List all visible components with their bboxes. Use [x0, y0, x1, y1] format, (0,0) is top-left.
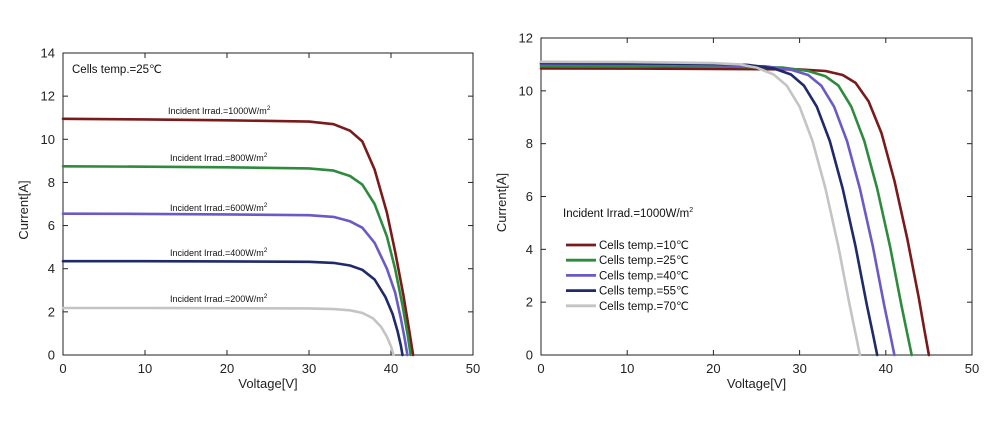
x-tick-label: 10 — [620, 361, 634, 376]
x-tick-label: 50 — [466, 361, 480, 376]
series-line-3 — [61, 212, 409, 357]
x-tick-label: 50 — [965, 361, 979, 376]
y-tick-label: 4 — [48, 261, 55, 276]
y-tick-label: 8 — [48, 175, 55, 190]
chart-annotation: Incident Irrad.=1000W/m2 — [563, 207, 693, 220]
y-tick-label: 8 — [526, 136, 533, 151]
series-line-2 — [61, 165, 412, 357]
legend-label-3: Cells temp.=40℃ — [599, 270, 689, 282]
series-line-1 — [539, 67, 931, 357]
y-tick-label: 6 — [48, 218, 55, 233]
series-label-1: Incident Irrad.=1000W/m2 — [168, 105, 271, 116]
y-tick-label: 4 — [526, 242, 533, 257]
y-axis-label: Current[A] — [16, 180, 31, 239]
series-line-1 — [61, 117, 415, 357]
y-tick-label: 0 — [48, 348, 55, 363]
series-label-5: Incident Irrad.=200W/m2 — [170, 293, 268, 304]
chart-1: 0 10 20 30 40 50 0 2 4 6 8 10 12 14 Voltage[V] Current[… — [16, 46, 480, 392]
legend-label-4: Cells temp.=55℃ — [599, 286, 689, 298]
x-tick-label: 10 — [138, 361, 152, 376]
series-line-5 — [539, 60, 862, 357]
legend-label-5: Cells temp.=70℃ — [599, 301, 689, 313]
x-tick-label: 20 — [706, 361, 720, 376]
y-tick-label: 12 — [41, 89, 55, 104]
series-label-2: Incident Irrad.=800W/m2 — [170, 152, 268, 163]
series-line-5 — [61, 306, 395, 357]
y-tick-label: 2 — [48, 304, 55, 319]
x-tick-label: 0 — [59, 361, 66, 376]
y-tick-label: 6 — [526, 189, 533, 204]
y-tick-label: 12 — [519, 31, 533, 46]
legend-label-2: Cells temp.=25℃ — [599, 255, 689, 267]
y-tick-label: 10 — [519, 83, 533, 98]
x-tick-label: 20 — [220, 361, 234, 376]
y-axis-label: Current[A] — [494, 173, 509, 232]
plot-frame — [62, 52, 474, 356]
chart-2: 0 10 20 30 40 50 0 2 4 6 8 10 12 Voltage[V] Current[A]… — [494, 31, 979, 392]
y-tick-label: 2 — [526, 295, 533, 310]
y-tick-label: 14 — [41, 46, 55, 61]
x-tick-label: 40 — [384, 361, 398, 376]
series-label-4: Incident Irrad.=400W/m2 — [170, 247, 268, 258]
x-tick-label: 0 — [537, 361, 544, 376]
x-axis-label: Voltage[V] — [238, 376, 297, 391]
x-axis-label: Voltage[V] — [727, 376, 786, 391]
series-label-3: Incident Irrad.=600W/m2 — [170, 202, 268, 213]
y-tick-label: 0 — [526, 348, 533, 363]
x-tick-label: 40 — [879, 361, 893, 376]
y-tick-label: 10 — [41, 132, 55, 147]
x-tick-label: 30 — [792, 361, 806, 376]
x-tick-label: 30 — [302, 361, 316, 376]
legend: Cells temp.=10℃ Cells temp.=25℃ Cells temp… — [566, 240, 689, 313]
series-line-4 — [61, 259, 404, 357]
chart-annotation: Cells temp.=25℃ — [72, 64, 162, 76]
legend-label-1: Cells temp.=10℃ — [599, 240, 689, 252]
